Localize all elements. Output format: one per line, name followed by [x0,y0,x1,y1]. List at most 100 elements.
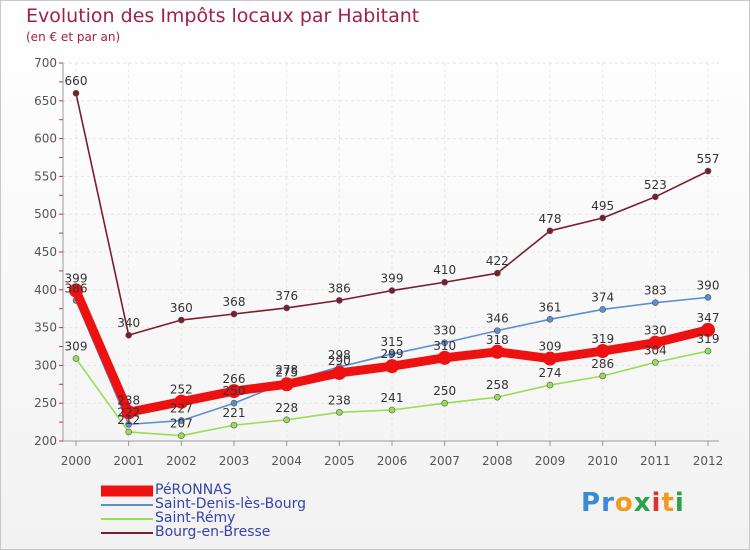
data-point-saint-remy [72,355,80,362]
data-point-peronnas [490,344,505,359]
data-label-bourg-en-bresse: 360 [170,301,193,315]
chart-subtitle: (en € et par an) [26,30,121,44]
data-point-saint-denis-les-bourg [494,327,501,334]
data-label-bourg-en-bresse: 376 [275,289,298,303]
data-point-bourg-en-bresse [652,193,659,201]
data-point-saint-denis-les-bourg [388,350,396,358]
x-tick-label: 2000 [61,454,92,468]
data-point-saint-remy [388,406,396,414]
data-label-saint-remy: 319 [697,332,720,346]
data-point-peronnas [69,283,83,298]
data-label-peronnas: 319 [591,332,614,346]
data-point-bourg-en-bresse [704,167,712,175]
y-tick-label: 250 [34,396,57,410]
data-label-saint-remy: 238 [328,393,351,407]
data-point-peronnas [701,322,715,337]
y-tick-label: 450 [34,245,57,259]
chart-series [69,89,715,440]
data-point-bourg-en-bresse [441,278,448,286]
data-point-peronnas [227,384,241,399]
x-tick-label: 2005 [324,454,355,468]
logo-letter: o [614,488,634,518]
data-label-saint-remy: 228 [275,401,298,415]
data-point-saint-denis-les-bourg [599,306,606,313]
data-label-peronnas: 266 [223,372,246,386]
data-label-saint-denis-les-bourg: 386 [65,281,88,295]
data-label-peronnas: 275 [275,365,298,379]
data-label-saint-denis-les-bourg: 390 [697,278,720,292]
data-label-saint-denis-les-bourg: 315 [381,335,404,349]
y-tick-label: 350 [34,321,57,335]
legend-swatch-saint-remy [101,518,153,520]
data-label-saint-remy: 258 [486,378,509,392]
logo-letter: x [633,488,652,518]
legend-swatch-bourg-en-bresse [101,532,153,534]
data-point-saint-remy [494,393,501,401]
data-point-saint-denis-les-bourg [546,315,554,323]
data-point-saint-denis-les-bourg [125,421,132,428]
data-label-saint-denis-les-bourg: 346 [486,312,509,326]
data-label-peronnas: 310 [433,339,456,353]
data-point-saint-remy [546,381,554,389]
data-point-bourg-en-bresse [546,227,554,235]
y-tick-label: 400 [34,283,57,297]
data-point-bourg-en-bresse [283,304,290,312]
legend-label-saint-remy: Saint-Rémy [155,510,236,526]
x-tick-label: 2007 [429,454,460,468]
data-point-saint-remy [125,428,132,436]
data-label-peronnas: 399 [65,272,88,286]
data-label-bourg-en-bresse: 557 [697,152,720,166]
data-label-saint-denis-les-bourg: 278 [275,363,298,377]
data-label-saint-denis-les-bourg: 227 [170,402,193,416]
x-tick-label: 2010 [587,454,618,468]
logo-letter: i [651,488,662,518]
data-label-bourg-en-bresse: 495 [591,199,614,213]
data-point-bourg-en-bresse [494,269,501,277]
x-tick-label: 2008 [482,454,513,468]
data-point-saint-denis-les-bourg [178,417,185,424]
data-label-bourg-en-bresse: 523 [644,178,667,192]
data-label-peronnas: 347 [697,311,720,325]
data-label-bourg-en-bresse: 386 [328,281,351,295]
data-label-saint-remy: 241 [381,391,404,405]
data-label-saint-remy: 250 [433,384,456,398]
data-point-peronnas [385,359,399,374]
y-axis-ticks: 200 250 300 350 400 450 500 550 600 650 700 [34,56,63,448]
proxiti-logo: Proxiti [581,488,685,518]
data-point-saint-denis-les-bourg [230,399,238,407]
data-point-bourg-en-bresse [72,89,80,97]
data-label-saint-remy: 221 [223,406,246,420]
x-tick-label: 2001 [113,454,144,468]
data-label-saint-remy: 207 [170,417,193,431]
x-tick-label: 2004 [271,454,302,468]
data-label-saint-denis-les-bourg: 361 [539,300,562,314]
data-point-bourg-en-bresse [599,214,606,222]
data-label-bourg-en-bresse: 399 [381,272,404,286]
data-label-bourg-en-bresse: 340 [117,316,140,330]
x-axis-ticks: 2000 2001 2002 2003 2004 2005 2006 2007 2008 2009… [61,441,723,468]
chart-title: Evolution des Impôts locaux par Habitant [26,5,420,27]
data-point-saint-remy [441,399,448,407]
legend-swatch-saint-denis [101,504,153,506]
data-point-bourg-en-bresse [336,297,343,304]
data-label-peronnas: 252 [170,383,193,397]
logo-letter: P [581,488,602,518]
data-label-saint-denis-les-bourg: 298 [328,348,351,362]
data-label-bourg-en-bresse: 478 [539,212,562,226]
data-label-saint-denis-les-bourg: 222 [117,405,140,419]
data-point-saint-remy [336,408,343,416]
data-point-saint-remy [704,347,712,355]
data-label-saint-denis-les-bourg: 250 [223,384,246,398]
logo-letter: r [601,488,615,518]
data-point-peronnas [174,394,189,409]
legend-swatch-peronnas [101,485,153,497]
y-tick-label: 300 [34,358,57,372]
data-label-bourg-en-bresse: 410 [433,263,456,277]
data-point-saint-remy [599,372,606,380]
data-point-bourg-en-bresse [178,316,185,324]
data-point-peronnas [437,350,452,365]
data-label-saint-remy: 274 [539,366,562,380]
legend-label-bourg-en-bresse: Bourg-en-Bresse [155,524,271,540]
